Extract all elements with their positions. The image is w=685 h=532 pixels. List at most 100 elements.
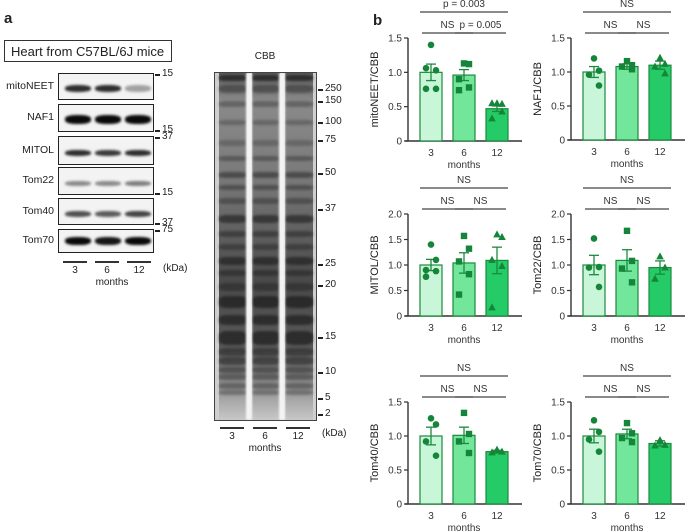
protein-band <box>95 210 121 217</box>
data-point-triangle <box>498 262 506 270</box>
gel-band <box>219 215 247 223</box>
y-tick-label: 0 <box>396 500 402 511</box>
data-point-triangle <box>493 445 501 453</box>
lanes-caption: months <box>95 277 129 288</box>
data-point-square <box>455 86 463 94</box>
significance-label: NS <box>441 196 455 207</box>
marker-label: 2 <box>325 408 331 419</box>
protein-band <box>95 114 121 124</box>
gel-band <box>252 120 280 125</box>
gel-band <box>252 244 280 250</box>
protein-band <box>125 180 151 186</box>
gel-band <box>285 315 313 325</box>
data-point-square <box>455 291 463 298</box>
gel-band <box>252 75 280 81</box>
data-point-circle <box>422 85 430 93</box>
gel-band <box>252 215 280 223</box>
bar <box>485 108 509 142</box>
data-point-square <box>460 60 468 67</box>
y-tick-label: 0 <box>396 137 402 148</box>
bar <box>582 71 606 141</box>
blot-label: NAF1 <box>27 111 54 123</box>
y-axis-label: Tom70/CBB <box>532 424 544 483</box>
blot-label: Tom70 <box>22 234 54 246</box>
gel-band <box>252 331 280 345</box>
x-tick-label: 12 <box>654 511 666 522</box>
protein-band <box>95 149 121 156</box>
blot-label: MITOL <box>22 143 54 156</box>
protein-band <box>95 236 121 245</box>
significance-label: NS <box>620 0 634 10</box>
unit-label: (kDa) <box>322 428 347 439</box>
marker-label: 150 <box>325 95 342 106</box>
marker-label: 75 <box>325 134 337 145</box>
marker-tick <box>155 193 160 195</box>
data-point-circle <box>432 85 440 93</box>
gel-band <box>219 374 247 380</box>
y-tick-label: 2.0 <box>551 210 565 221</box>
bar <box>452 434 476 505</box>
x-tick-label: 3 <box>428 511 434 522</box>
data-point-circle <box>585 436 593 443</box>
marker-tick <box>318 209 323 211</box>
bar <box>582 264 606 317</box>
bar <box>648 64 672 141</box>
significance-label: NS <box>457 175 471 186</box>
significance-label: NS <box>637 196 651 207</box>
protein-band <box>125 236 151 245</box>
marker-tick <box>318 122 323 124</box>
gel-band <box>285 156 313 161</box>
gel-band <box>285 120 313 125</box>
data-point-square <box>460 232 468 240</box>
lane-line <box>95 261 119 263</box>
gel-band <box>252 185 280 190</box>
marker-label: 15 <box>325 331 337 342</box>
data-point-square <box>628 257 636 265</box>
gel-band <box>285 383 313 389</box>
y-tick-label: 1.5 <box>551 235 565 246</box>
bar <box>419 71 443 142</box>
y-tick-label: 1.0 <box>551 261 565 272</box>
significance-label: NS <box>604 196 618 207</box>
protein-band <box>125 210 151 217</box>
gel-band <box>219 367 247 373</box>
gel-band <box>285 357 313 365</box>
marker-label: 37 <box>162 217 174 228</box>
gel-band <box>285 215 313 223</box>
lane-label: 12 <box>133 265 145 276</box>
gel-band <box>219 101 247 107</box>
gel-band <box>285 231 313 237</box>
gel-band <box>252 383 280 389</box>
gel-band <box>252 296 280 308</box>
data-point-circle <box>427 415 435 422</box>
significance-label: NS <box>457 363 471 374</box>
data-point-circle <box>590 235 598 242</box>
marker-tick <box>318 337 323 339</box>
gel-band <box>252 140 280 146</box>
gel-band <box>285 244 313 250</box>
lane-line <box>63 261 87 263</box>
data-point-square <box>465 60 473 68</box>
significance-label: NS <box>637 20 651 31</box>
y-tick-label: 1.5 <box>551 398 565 409</box>
x-tick-label: 12 <box>491 511 503 522</box>
x-tick-label: 12 <box>654 147 666 158</box>
gel-band <box>285 270 313 276</box>
gel-band <box>219 390 247 395</box>
lane-gap <box>279 73 285 420</box>
x-axis-label: months <box>448 335 481 346</box>
data-point-circle <box>432 452 440 460</box>
marker-tick <box>318 101 323 103</box>
gel-band <box>219 348 247 356</box>
data-point-square <box>628 66 636 73</box>
marker-label: 15 <box>162 124 174 135</box>
gel-band <box>285 331 313 345</box>
gel-band <box>252 172 280 178</box>
significance-label: NS <box>474 196 488 207</box>
data-point-circle <box>432 421 440 428</box>
y-tick-label: 1.0 <box>388 432 402 443</box>
data-point-triangle <box>488 114 496 122</box>
data-point-square <box>455 438 463 445</box>
marker-tick <box>155 74 160 76</box>
bar <box>452 262 476 317</box>
